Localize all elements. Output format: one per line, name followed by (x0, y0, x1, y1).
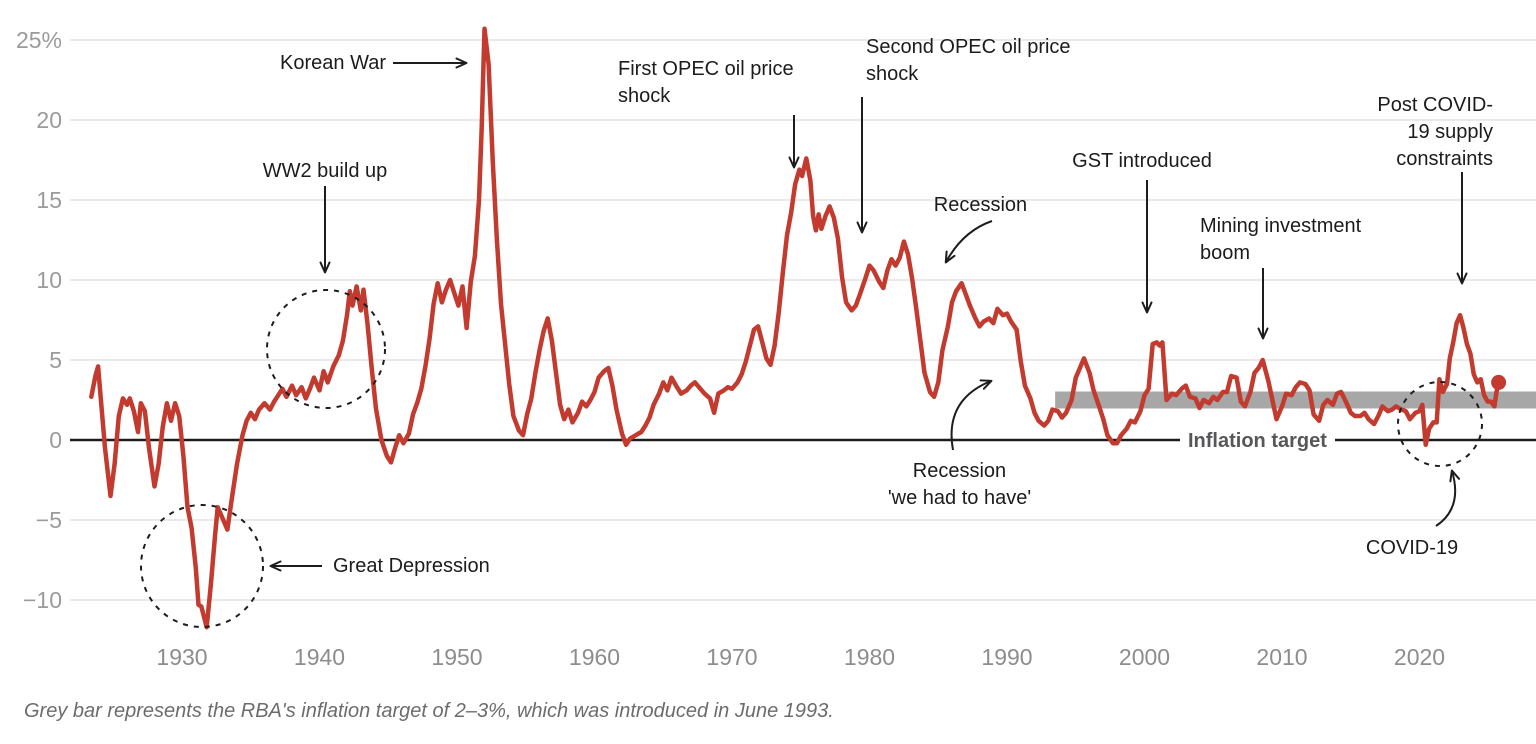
inflation-line (89, 26, 1501, 630)
ww2-dashed-circle (266, 289, 386, 409)
great-depression-dashed-circle (140, 504, 264, 628)
ww2-label: WW2 build up (262, 160, 388, 182)
recession-1980s-arrow (944, 220, 993, 264)
x-axis-tick-label: 1970 (706, 644, 758, 670)
korean-war-label: Korean War (280, 52, 386, 74)
y-axis-tick-label: 10 (36, 267, 62, 293)
recession-1991-label: Recession 'we had to have' (887, 460, 1032, 509)
x-axis-tick-label: 2010 (1256, 644, 1308, 670)
y-axis-tick-label: 20 (36, 107, 62, 133)
second-opec-label: Second OPEC oil price shock (866, 36, 1071, 85)
y-axis-tick-label: 25% (15, 27, 62, 53)
x-axis-tick-label: 1930 (156, 644, 208, 670)
x-axis-tick-label: 1950 (431, 644, 483, 670)
inflation-target-band (1055, 391, 1536, 409)
gridlines (70, 39, 1536, 601)
y-axis-tick-label: 5 (49, 347, 62, 373)
footnote: Grey bar represents the RBA's inflation … (24, 700, 834, 722)
x-axis-tick-label: 1990 (981, 644, 1033, 670)
x-axis-tick-label: 1940 (293, 644, 346, 670)
covid-dashed-circle (1397, 381, 1483, 467)
y-axis-tick-label: −5 (35, 507, 62, 533)
inflation-target-label: Inflation target (1180, 428, 1335, 455)
y-axis-tick-label: 0 (49, 427, 62, 453)
first-opec-label: First OPEC oil price shock (618, 58, 794, 107)
x-axis-tick-label: 2000 (1118, 644, 1171, 670)
annotation-graphics (140, 57, 1483, 628)
y-axis-tick-label: −10 (22, 587, 62, 613)
x-axis-tick-label: 1960 (568, 644, 621, 670)
x-axis-tick-label: 1980 (843, 644, 896, 670)
recession-1980s-label: Recession (933, 194, 1028, 216)
covid-label: COVID-19 (1365, 537, 1459, 559)
latest-value-dot (1491, 374, 1507, 390)
post-covid-label: Post COVID- 19 supply constraints (1377, 94, 1493, 170)
x-axis-tick-label: 2020 (1393, 644, 1446, 670)
covid-arrow (1435, 469, 1461, 527)
gst-label: GST introduced (1072, 150, 1212, 172)
y-axis-tick-label: 15 (36, 187, 62, 213)
mining-boom-label: Mining investment boom (1200, 215, 1362, 264)
recession-1991-arrow (950, 379, 993, 451)
great-depression-label: Great Depression (333, 555, 490, 577)
